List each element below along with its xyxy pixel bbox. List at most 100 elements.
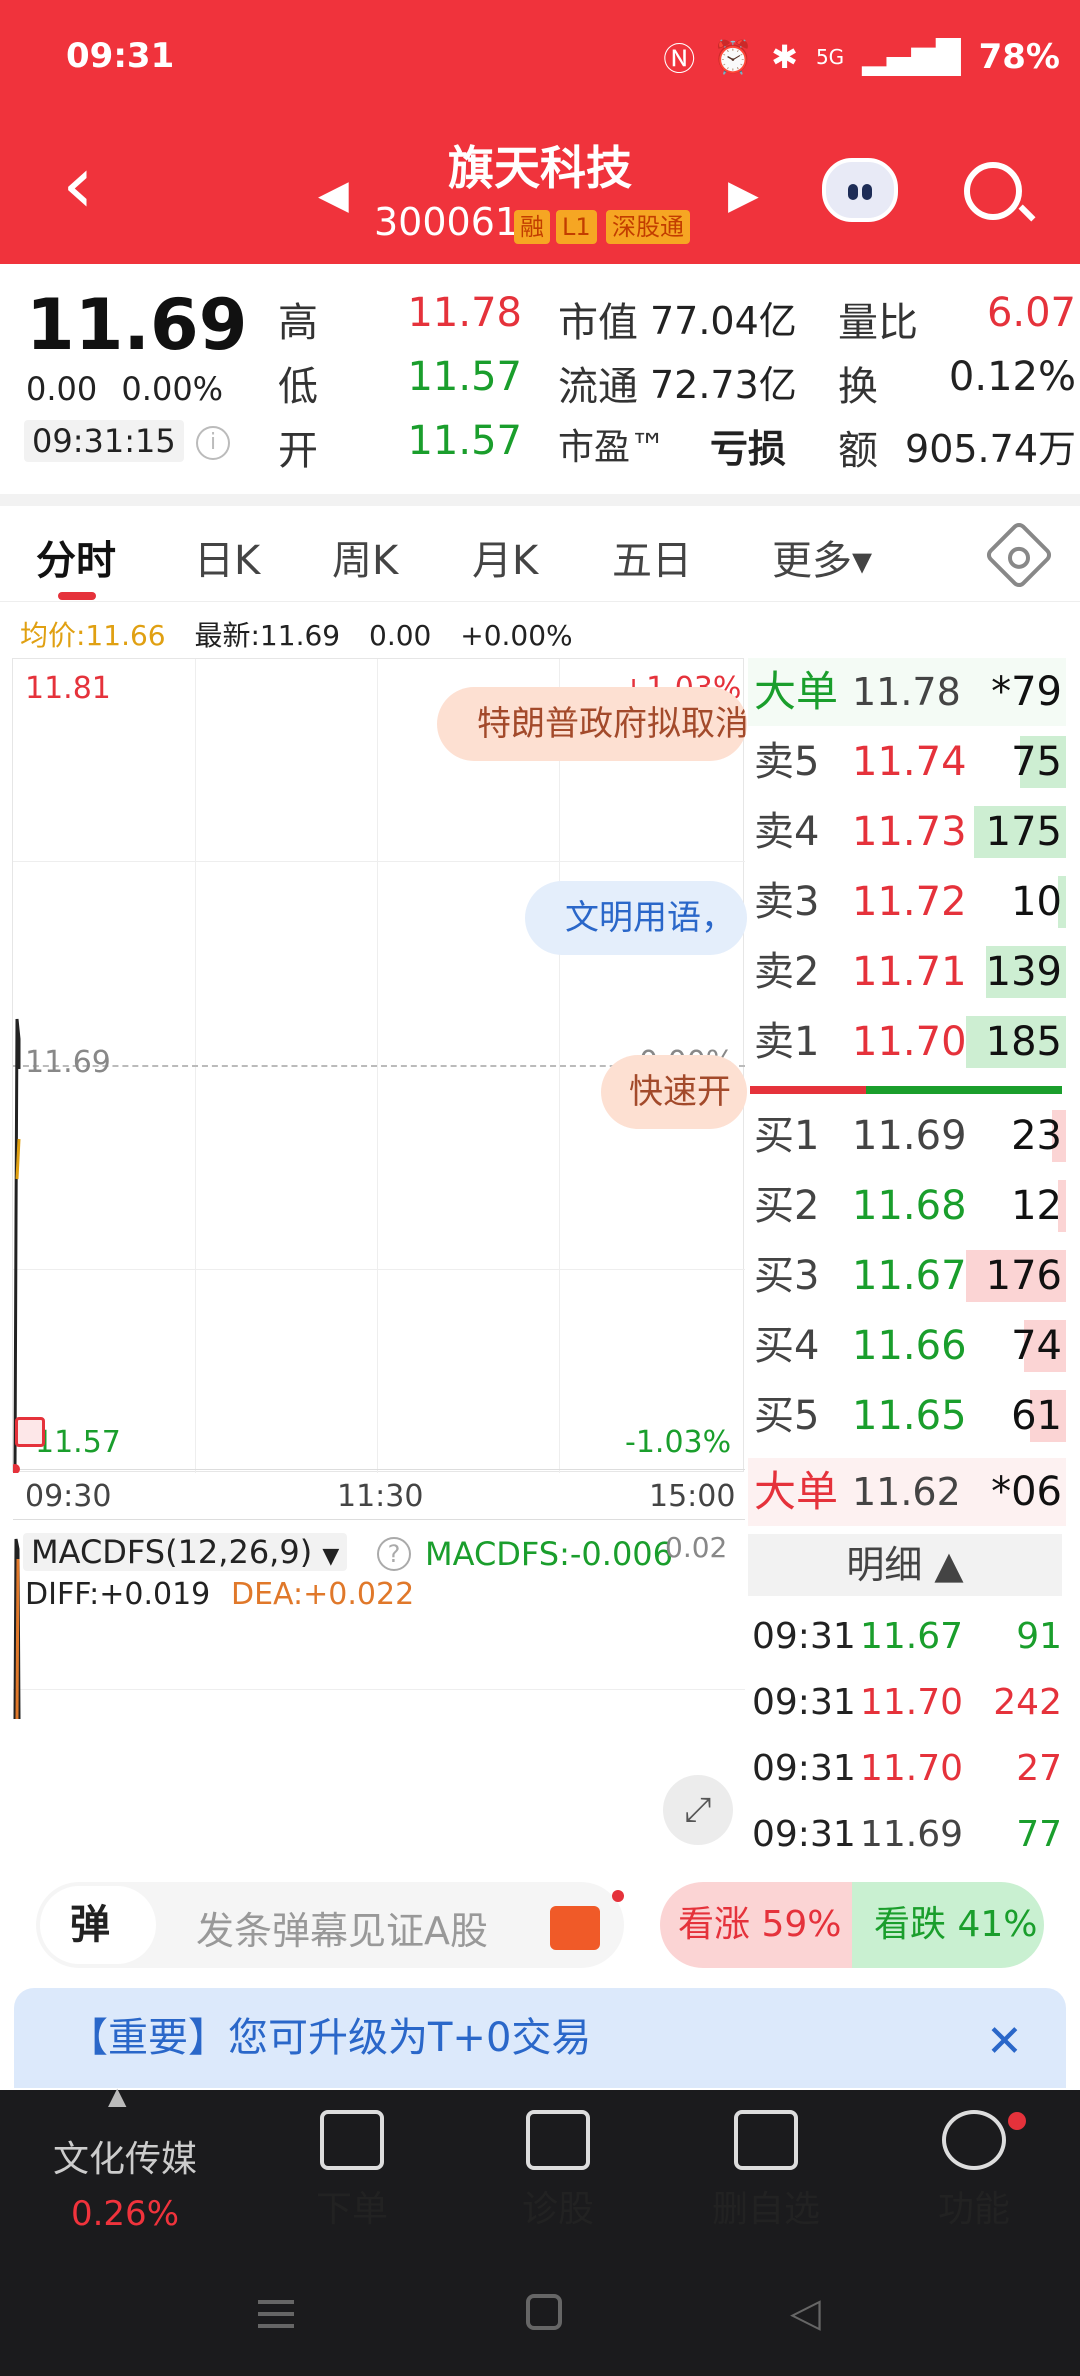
float-label: 流通: [558, 364, 638, 410]
close-icon[interactable]: ✕: [986, 2016, 1023, 2067]
ask-row-4[interactable]: 卖4 11.73 175: [748, 798, 1066, 866]
detail-volume: 91: [1016, 1616, 1062, 1657]
bid-row-5[interactable]: 买5 11.65 61: [748, 1382, 1066, 1450]
network-label: 5G: [815, 45, 845, 69]
bid-price: 11.67: [852, 1253, 967, 1299]
ask-row-3[interactable]: 卖3 11.72 10: [748, 868, 1066, 936]
tab-five-day[interactable]: 五日: [612, 538, 692, 584]
macd-indicator-select[interactable]: MACDFS(12,26,9) ▼: [23, 1533, 348, 1571]
bid-row-1[interactable]: 买1 11.69 23: [748, 1102, 1066, 1170]
buy-ratio-bar: [750, 1086, 866, 1094]
volume-bar: [974, 806, 1066, 858]
detail-price: 11.70: [860, 1682, 964, 1723]
big-order-volume: *79: [991, 669, 1062, 715]
price-change: 0.00 0.00%: [26, 370, 223, 408]
danmu-input[interactable]: 发条弹幕见证A股: [196, 1909, 488, 1953]
x-axis-close: 15:00: [649, 1479, 736, 1514]
big-order-volume: *06: [991, 1469, 1062, 1515]
next-stock-button[interactable]: ▶: [728, 172, 759, 218]
bid-row-2[interactable]: 买2 11.68 12: [748, 1172, 1066, 1240]
bid-price: 11.65: [852, 1393, 967, 1439]
app-header: 09:31 Ⓝ ⏰ ✱ 5G ▂▄▆█ 78% ‹ ◀ 旗天科技 300061 …: [0, 0, 1080, 264]
chart-info: 均价:11.66 最新:11.69 0.00 +0.00%: [20, 614, 573, 654]
document-icon: [320, 2110, 384, 2170]
help-icon[interactable]: ?: [377, 1537, 411, 1571]
tag-margin: 融: [514, 210, 550, 244]
big-order-label: 大单: [754, 1467, 839, 1516]
chart-bottom-line: [13, 1469, 745, 1470]
recent-apps-icon[interactable]: [258, 2300, 294, 2304]
sector-name[interactable]: 文化传媒: [52, 2139, 197, 2180]
nav-label: 功能: [937, 2189, 1010, 2230]
back-button[interactable]: ‹: [62, 138, 94, 231]
gift-icon[interactable]: [550, 1906, 600, 1950]
tab-monthly-k[interactable]: 月K: [472, 538, 539, 584]
back-nav-icon[interactable]: ◁: [790, 2290, 821, 2336]
y-axis-mid: 11.69: [25, 1045, 111, 1080]
tab-weekly-k[interactable]: 周K: [332, 538, 399, 584]
nav-functions[interactable]: 功能: [884, 2100, 1064, 2232]
tab-intraday[interactable]: 分时: [36, 538, 116, 584]
ask-label: 卖3: [754, 879, 820, 925]
bid-volume: 23: [1011, 1113, 1062, 1159]
detail-time: 09:31: [752, 1616, 856, 1657]
chevron-down-icon: ▼: [322, 1544, 340, 1569]
danmu-toggle[interactable]: 弹: [40, 1886, 156, 1964]
volume-bar: [1052, 1110, 1066, 1162]
ask-row-2[interactable]: 卖2 11.71 139: [748, 938, 1066, 1006]
amount-label: 额: [838, 428, 878, 474]
nav-order[interactable]: 下单: [262, 2100, 442, 2232]
bid-label: 买1: [754, 1113, 820, 1159]
volume-bar: [1030, 1390, 1066, 1442]
float-value: 72.73亿: [650, 363, 797, 407]
alarm-icon: ⏰: [713, 38, 754, 76]
big-order-top: 大单 11.78 *79: [748, 658, 1066, 726]
pct-axis-bottom: -1.03%: [625, 1425, 732, 1460]
tab-indicator: [58, 592, 96, 600]
minus-box-icon: [734, 2110, 798, 2170]
tab-daily-k[interactable]: 日K: [194, 538, 261, 584]
chart-tabs: 分时 日K 周K 月K 五日 更多▾: [0, 506, 1080, 602]
high-label: 高: [278, 300, 318, 346]
detail-row: 09:31 11.70 242: [748, 1670, 1066, 1736]
latest-percent: +0.00%: [460, 619, 573, 652]
robot-assistant-icon[interactable]: [822, 158, 898, 222]
danmu-bubble: 快速开: [601, 1055, 747, 1129]
macd-title: MACDFS(12,26,9): [31, 1533, 313, 1571]
prev-stock-button[interactable]: ◀: [318, 172, 349, 218]
detail-header[interactable]: 明细 ▲: [748, 1534, 1062, 1596]
bid-row-3[interactable]: 买3 11.67 176: [748, 1242, 1066, 1310]
buy-marker-icon[interactable]: [15, 1417, 45, 1447]
bid-price: 11.66: [852, 1323, 967, 1369]
fullscreen-icon[interactable]: ⤢: [663, 1775, 733, 1845]
volume-bar: [966, 1250, 1066, 1302]
nav-diagnose[interactable]: 诊股: [468, 2100, 648, 2232]
turnover-value: 0.12%: [948, 354, 1076, 400]
volume-bar: [966, 1016, 1066, 1068]
macd-scale: 0.02: [665, 1531, 728, 1564]
intraday-chart[interactable]: 11.81 11.69 11.57 +1.03% 0.00% -1.03% 特朗…: [12, 658, 747, 1845]
nav-remove-watchlist[interactable]: 删自选: [676, 2100, 856, 2232]
pe-value: 亏损: [710, 427, 787, 471]
mktcap-label: 市值: [558, 300, 638, 346]
danmu-bubble: 文明用语，: [525, 881, 747, 955]
big-order-bottom: 大单 11.62 *06: [748, 1458, 1066, 1526]
volume-ratio-label: 量比: [838, 300, 918, 346]
ask-row-1[interactable]: 卖1 11.70 185: [748, 1008, 1066, 1076]
vote-bullish-button[interactable]: 看涨 59%: [660, 1882, 852, 1968]
y-axis-top: 11.81: [25, 671, 111, 706]
bid-row-4[interactable]: 买4 11.66 74: [748, 1312, 1066, 1380]
notification-dot: [612, 1890, 624, 1902]
info-icon[interactable]: i: [196, 426, 230, 460]
upgrade-notice[interactable]: 【重要】您可升级为T+0交易: [14, 1988, 1066, 2088]
vote-bearish-button[interactable]: 看跌 41%: [852, 1882, 1044, 1968]
home-icon[interactable]: [526, 2294, 562, 2330]
volume-ratio-value: 6.07: [986, 290, 1076, 336]
search-icon[interactable]: [964, 162, 1022, 220]
tag-connect: 深股通: [606, 210, 690, 244]
grid-line: [13, 1269, 745, 1270]
change-value: 0.00: [26, 370, 98, 408]
ask-row-5[interactable]: 卖5 11.74 75: [748, 728, 1066, 796]
tab-more[interactable]: 更多▾: [772, 538, 873, 584]
high-value: 11.78: [407, 290, 522, 336]
